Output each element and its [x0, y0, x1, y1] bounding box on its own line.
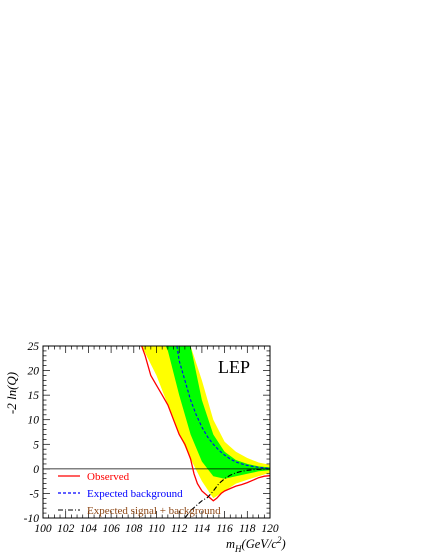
x-axis-label-unit: (GeV/c: [242, 537, 278, 551]
x-axis-label-sub: H: [234, 544, 242, 554]
x-tick-label: 104: [80, 523, 98, 535]
x-tick-label: 116: [216, 523, 233, 535]
x-axis-label-main: m: [226, 537, 235, 551]
x-tick-label: 114: [194, 523, 211, 535]
y-tick-label: -10: [24, 513, 40, 525]
legend-label-expected-background: Expected background: [87, 488, 183, 500]
y-axis-label: -2 ln(Q): [4, 372, 19, 414]
y-tick-label: 0: [33, 464, 39, 476]
x-axis-label-close: ): [280, 537, 285, 551]
x-axis-label: mH(GeV/c2): [226, 535, 286, 554]
x-tick-label: 110: [148, 523, 165, 535]
legend-label-observed: Observed: [87, 471, 130, 483]
x-tick-labels: 100 102 104 106 108 110 112 114 116 118 120: [34, 523, 279, 535]
y-tick-label: -5: [29, 488, 39, 500]
expected-signal-background-curve: [184, 468, 270, 518]
lep-annotation: LEP: [218, 357, 250, 377]
y-tick-labels: -10 -5 0 5 10 15 20 25: [24, 341, 40, 525]
axis-ticks: [42, 345, 271, 519]
sigma-bands: [141, 346, 270, 499]
legend-label-expected-signal-background: Expected signal + background: [87, 505, 221, 517]
x-tick-label: 118: [239, 523, 256, 535]
x-tick-label: 120: [261, 523, 279, 535]
y-tick-label: 10: [28, 415, 40, 427]
legend: Observed Expected background Expected si…: [58, 471, 221, 517]
expected-background-curve: [176, 346, 270, 469]
y-tick-label: 15: [28, 390, 40, 402]
curves: [141, 346, 270, 518]
one-sigma-band: [165, 346, 270, 479]
x-axis-label-sup: 2: [277, 535, 282, 545]
x-tick-label: 108: [125, 523, 143, 535]
x-tick-label: 100: [34, 523, 52, 535]
y-tick-label: 20: [28, 366, 40, 378]
observed-curve: [141, 346, 270, 502]
x-tick-label: 106: [102, 523, 120, 535]
y-tick-label: 5: [33, 439, 39, 451]
x-tick-label: 102: [57, 523, 75, 535]
y-tick-label: 25: [28, 341, 40, 353]
x-tick-label: 112: [171, 523, 188, 535]
